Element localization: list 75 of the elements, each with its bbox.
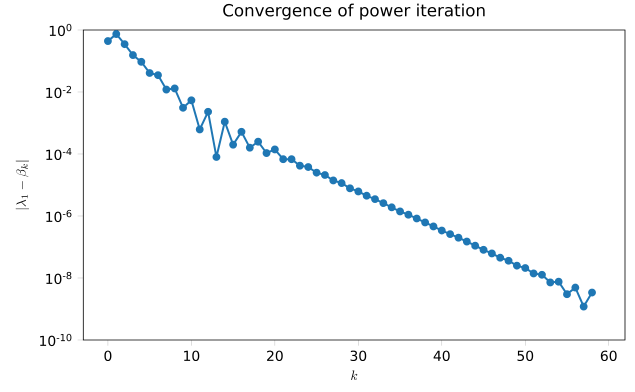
point <box>170 84 179 92</box>
point <box>238 128 246 136</box>
point <box>563 290 571 298</box>
point <box>580 302 588 310</box>
point <box>421 218 430 226</box>
point <box>196 126 204 134</box>
point <box>204 108 212 116</box>
point <box>254 138 262 146</box>
point <box>129 51 137 60</box>
y-tick-label: 10$^{-10}$ <box>40 334 72 346</box>
point <box>512 262 521 270</box>
y-tick-label: 10$^{-4}$ <box>46 148 72 160</box>
y-tick-label: 10$^{-6}$ <box>46 210 72 222</box>
point <box>346 184 354 192</box>
point <box>187 96 196 104</box>
point <box>304 163 312 171</box>
point <box>179 104 187 112</box>
point <box>137 58 146 66</box>
x-axis-title: $k$ <box>351 370 358 380</box>
point <box>588 288 596 296</box>
point <box>362 192 371 200</box>
point <box>388 203 396 212</box>
point <box>220 118 229 126</box>
point <box>270 146 279 154</box>
point <box>396 208 404 216</box>
point <box>338 179 346 188</box>
point <box>446 230 454 238</box>
point <box>471 242 480 250</box>
point <box>480 246 488 254</box>
point <box>354 187 362 196</box>
y-tick-label: 10$^{-2}$ <box>46 86 72 98</box>
point <box>229 140 238 149</box>
point <box>279 155 288 164</box>
point <box>296 162 304 170</box>
y-axis-title: $|\lambda_1 - \beta_k|$ <box>16 160 30 210</box>
point <box>120 40 129 48</box>
point <box>454 234 462 242</box>
point <box>321 171 329 179</box>
point <box>371 195 379 204</box>
point <box>430 222 438 230</box>
point <box>504 256 512 265</box>
chart-title: Convergence of power iteration <box>223 4 485 20</box>
point <box>379 199 388 208</box>
point <box>488 249 496 258</box>
point <box>538 270 546 279</box>
y-tick-label: 10$^{-8}$ <box>46 272 72 284</box>
x-tick-label: 50 <box>517 350 534 362</box>
x-tick-label: 10 <box>184 350 200 362</box>
point <box>412 214 421 222</box>
point <box>154 71 162 80</box>
point <box>404 210 412 219</box>
point <box>104 37 112 45</box>
point <box>546 278 554 286</box>
point <box>462 238 471 246</box>
point <box>530 270 538 278</box>
x-tick-label: 40 <box>434 350 450 362</box>
point <box>162 86 170 94</box>
point <box>329 176 338 184</box>
y-tick-label: 10$^{0}$ <box>50 24 72 36</box>
point <box>571 284 580 292</box>
point <box>262 149 270 158</box>
point <box>146 69 154 77</box>
x-tick-label: 20 <box>267 350 283 362</box>
point <box>438 226 446 234</box>
point <box>496 254 504 262</box>
point <box>246 144 254 152</box>
point <box>212 153 220 161</box>
point <box>521 264 530 272</box>
x-tick-label: 30 <box>350 350 366 362</box>
point <box>554 278 563 286</box>
x-tick-label: 0 <box>104 350 112 362</box>
point <box>112 30 120 38</box>
point <box>288 155 296 164</box>
point <box>312 168 321 177</box>
x-tick-label: 60 <box>600 350 617 362</box>
